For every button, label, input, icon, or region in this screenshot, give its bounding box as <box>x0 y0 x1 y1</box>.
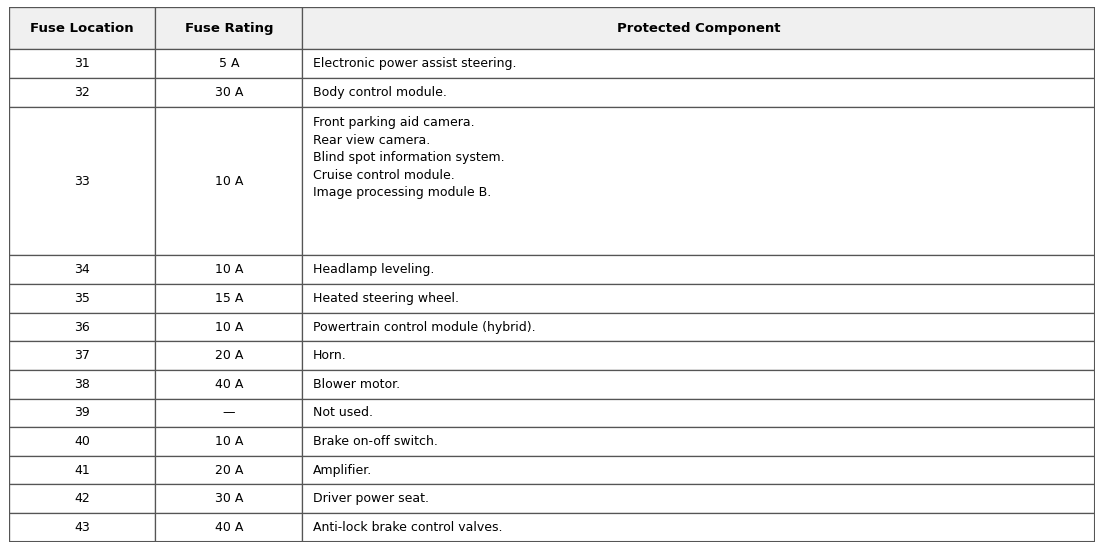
Text: 10 A: 10 A <box>214 263 243 276</box>
Bar <box>9 313 156 341</box>
Text: 31: 31 <box>74 57 91 70</box>
Text: Amplifier.: Amplifier. <box>314 464 372 477</box>
Bar <box>9 284 156 313</box>
Bar <box>302 370 1095 399</box>
Text: Brake on-off switch.: Brake on-off switch. <box>314 435 438 448</box>
Bar <box>302 427 1095 456</box>
Text: Front parking aid camera.
Rear view camera.
Blind spot information system.
Cruis: Front parking aid camera. Rear view came… <box>314 116 505 199</box>
Bar <box>302 256 1095 284</box>
Text: 33: 33 <box>74 175 91 188</box>
Bar <box>156 106 302 256</box>
Text: 5 A: 5 A <box>219 57 240 70</box>
Text: 10 A: 10 A <box>214 175 243 188</box>
Bar <box>156 399 302 427</box>
Bar <box>302 50 1095 78</box>
Text: 32: 32 <box>74 86 91 99</box>
Bar <box>9 78 156 106</box>
Bar <box>302 106 1095 256</box>
Text: 43: 43 <box>74 521 91 534</box>
Bar <box>156 284 302 313</box>
Text: 37: 37 <box>74 349 91 362</box>
Text: —: — <box>223 406 235 419</box>
Bar <box>156 427 302 456</box>
Text: 40 A: 40 A <box>214 521 243 534</box>
Bar <box>302 484 1095 513</box>
Bar <box>302 456 1095 484</box>
Bar <box>9 427 156 456</box>
Bar <box>156 50 302 78</box>
Bar <box>302 7 1095 50</box>
Text: Heated steering wheel.: Heated steering wheel. <box>314 292 459 305</box>
Text: 36: 36 <box>74 321 91 334</box>
Text: 20 A: 20 A <box>214 464 243 477</box>
Bar <box>302 341 1095 370</box>
Bar <box>9 7 156 50</box>
Text: Horn.: Horn. <box>314 349 347 362</box>
Text: 40: 40 <box>74 435 91 448</box>
Text: Not used.: Not used. <box>314 406 373 419</box>
Bar <box>156 7 302 50</box>
Text: 20 A: 20 A <box>214 349 243 362</box>
Bar <box>9 50 156 78</box>
Bar <box>156 456 302 484</box>
Text: 38: 38 <box>74 378 91 391</box>
Bar <box>302 284 1095 313</box>
Text: Fuse Location: Fuse Location <box>30 21 134 34</box>
Text: 40 A: 40 A <box>214 378 243 391</box>
Text: 34: 34 <box>74 263 91 276</box>
Text: Driver power seat.: Driver power seat. <box>314 492 429 505</box>
Bar <box>156 78 302 106</box>
Bar <box>9 256 156 284</box>
Bar <box>9 399 156 427</box>
Text: Blower motor.: Blower motor. <box>314 378 400 391</box>
Text: Protected Component: Protected Component <box>617 21 781 34</box>
Text: 30 A: 30 A <box>214 86 243 99</box>
Text: Body control module.: Body control module. <box>314 86 447 99</box>
Bar <box>9 341 156 370</box>
Text: 39: 39 <box>74 406 91 419</box>
Bar <box>302 78 1095 106</box>
Bar <box>156 484 302 513</box>
Text: Anti-lock brake control valves.: Anti-lock brake control valves. <box>314 521 502 534</box>
Text: Powertrain control module (hybrid).: Powertrain control module (hybrid). <box>314 321 535 334</box>
Text: 35: 35 <box>74 292 91 305</box>
Bar <box>9 456 156 484</box>
Bar <box>302 399 1095 427</box>
Text: Electronic power assist steering.: Electronic power assist steering. <box>314 57 517 70</box>
Text: Headlamp leveling.: Headlamp leveling. <box>314 263 434 276</box>
Bar <box>156 341 302 370</box>
Bar <box>302 513 1095 542</box>
Bar <box>9 513 156 542</box>
Bar <box>9 106 156 256</box>
Text: 10 A: 10 A <box>214 435 243 448</box>
Text: 42: 42 <box>74 492 91 505</box>
Text: 41: 41 <box>74 464 91 477</box>
Bar <box>302 313 1095 341</box>
Text: 30 A: 30 A <box>214 492 243 505</box>
Bar <box>9 370 156 399</box>
Text: Fuse Rating: Fuse Rating <box>184 21 273 34</box>
Bar <box>9 484 156 513</box>
Text: 10 A: 10 A <box>214 321 243 334</box>
Text: 15 A: 15 A <box>214 292 243 305</box>
Bar <box>156 513 302 542</box>
Bar <box>156 313 302 341</box>
Bar <box>156 370 302 399</box>
Bar <box>156 256 302 284</box>
